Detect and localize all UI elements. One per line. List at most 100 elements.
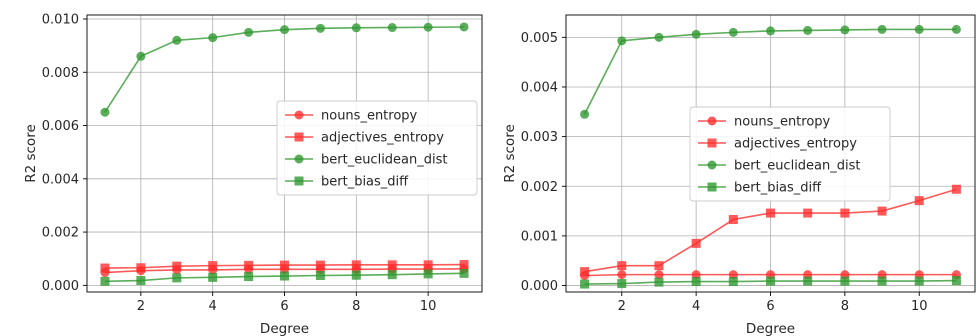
legend-item-adjectives-entropy: adjectives_entropy: [285, 131, 444, 146]
legend-item-nouns-entropy: nouns_entropy: [698, 115, 831, 130]
data-point: [315, 23, 325, 33]
y-tick-label: 0.000: [42, 279, 79, 294]
data-point: [654, 277, 664, 287]
legend-label: adjectives_entropy: [734, 137, 857, 152]
data-point: [351, 23, 361, 33]
data-point: [136, 51, 146, 61]
data-point: [280, 271, 289, 281]
data-point: [654, 32, 664, 42]
x-tick-label: 2: [137, 299, 145, 314]
data-point: [459, 260, 469, 270]
series-bert-euclidean-dist: [580, 24, 961, 119]
data-point: [100, 263, 110, 273]
data-point: [877, 206, 887, 216]
data-point: [728, 270, 738, 280]
x-tick-label: 8: [841, 299, 849, 314]
data-point: [423, 260, 433, 270]
data-point: [617, 270, 627, 280]
data-point: [914, 24, 924, 34]
y-axis-label: R2 score: [502, 124, 518, 183]
legend-marker: [707, 116, 717, 126]
data-point: [580, 267, 590, 277]
data-point: [244, 260, 254, 270]
data-point: [315, 260, 325, 270]
data-point: [617, 261, 627, 271]
y-tick-label: 0.004: [521, 80, 558, 95]
legend-box: [689, 106, 891, 202]
data-point: [877, 24, 887, 34]
data-point: [244, 27, 254, 37]
y-tick-label: 0.010: [42, 12, 79, 27]
y-tick-label: 0.006: [42, 119, 79, 134]
data-point: [208, 33, 218, 43]
data-point: [803, 208, 813, 218]
data-point: [100, 107, 110, 117]
x-tick-label: 4: [692, 299, 700, 314]
data-point: [172, 273, 182, 283]
legend-label: bert_euclidean_dist: [734, 159, 861, 174]
y-tick-label: 0.002: [521, 180, 558, 195]
x-tick-label: 6: [766, 299, 774, 314]
data-point: [766, 276, 775, 286]
data-point: [387, 260, 397, 270]
legend-item-bert-euclidean-dist: bert_euclidean_dist: [285, 153, 448, 168]
data-point: [951, 276, 961, 286]
data-point: [617, 36, 627, 46]
data-point: [691, 277, 701, 287]
data-point: [172, 261, 182, 271]
data-point: [580, 109, 590, 119]
legend-item-bert-bias-diff: bert_bias_diff: [698, 181, 822, 196]
left-chart: 2 4 6 8 10 0.000 0.002 0.004 0.006 0.008 0.010 Degr…: [23, 12, 483, 336]
data-point: [459, 22, 469, 32]
data-point: [351, 270, 361, 280]
series-bert-bias-diff: [100, 268, 469, 286]
data-point: [914, 276, 924, 286]
legend-marker: [294, 110, 304, 120]
data-point: [728, 27, 738, 37]
legend-label: nouns_entropy: [734, 115, 831, 130]
data-point: [766, 208, 775, 218]
y-tick-label: 0.000: [521, 279, 558, 294]
legend: nouns_entropy adjectives_entropy bert_eucl…: [276, 100, 478, 196]
data-point: [840, 208, 850, 218]
data-point: [423, 22, 433, 32]
legend-marker: [707, 160, 717, 170]
data-point: [100, 276, 110, 286]
x-axis-label: Degree: [260, 321, 309, 336]
legend-label: adjectives_entropy: [321, 131, 444, 146]
x-tick-label: 10: [420, 299, 437, 314]
legend-label: bert_bias_diff: [734, 181, 822, 196]
data-point: [877, 276, 887, 286]
legend-marker: [294, 176, 304, 186]
data-point: [280, 260, 289, 270]
data-point: [351, 260, 361, 270]
data-point: [654, 270, 664, 280]
legend-marker: [294, 154, 304, 164]
legend-item-bert-bias-diff: bert_bias_diff: [285, 175, 409, 190]
x-tick-label: 6: [280, 299, 288, 314]
data-point: [803, 25, 813, 35]
series-bert-euclidean-dist: [100, 22, 469, 117]
legend-label: bert_euclidean_dist: [321, 153, 448, 168]
legend-marker: [294, 132, 304, 142]
y-tick-label: 0.003: [521, 130, 558, 145]
data-point: [654, 261, 664, 271]
y-tick-label: 0.005: [521, 31, 558, 46]
data-point: [617, 279, 627, 289]
data-point: [387, 23, 397, 33]
data-point: [580, 279, 590, 289]
y-tick-label: 0.001: [521, 229, 558, 244]
data-point: [728, 277, 738, 287]
data-point: [172, 35, 182, 45]
data-point: [951, 184, 961, 194]
data-point: [840, 276, 850, 286]
data-point: [803, 276, 813, 286]
data-point: [208, 272, 218, 282]
legend-item-adjectives-entropy: adjectives_entropy: [698, 137, 857, 152]
x-tick-label: 10: [911, 299, 928, 314]
data-point: [459, 268, 469, 278]
data-point: [914, 196, 924, 206]
data-point: [840, 25, 850, 35]
data-point: [766, 26, 775, 36]
